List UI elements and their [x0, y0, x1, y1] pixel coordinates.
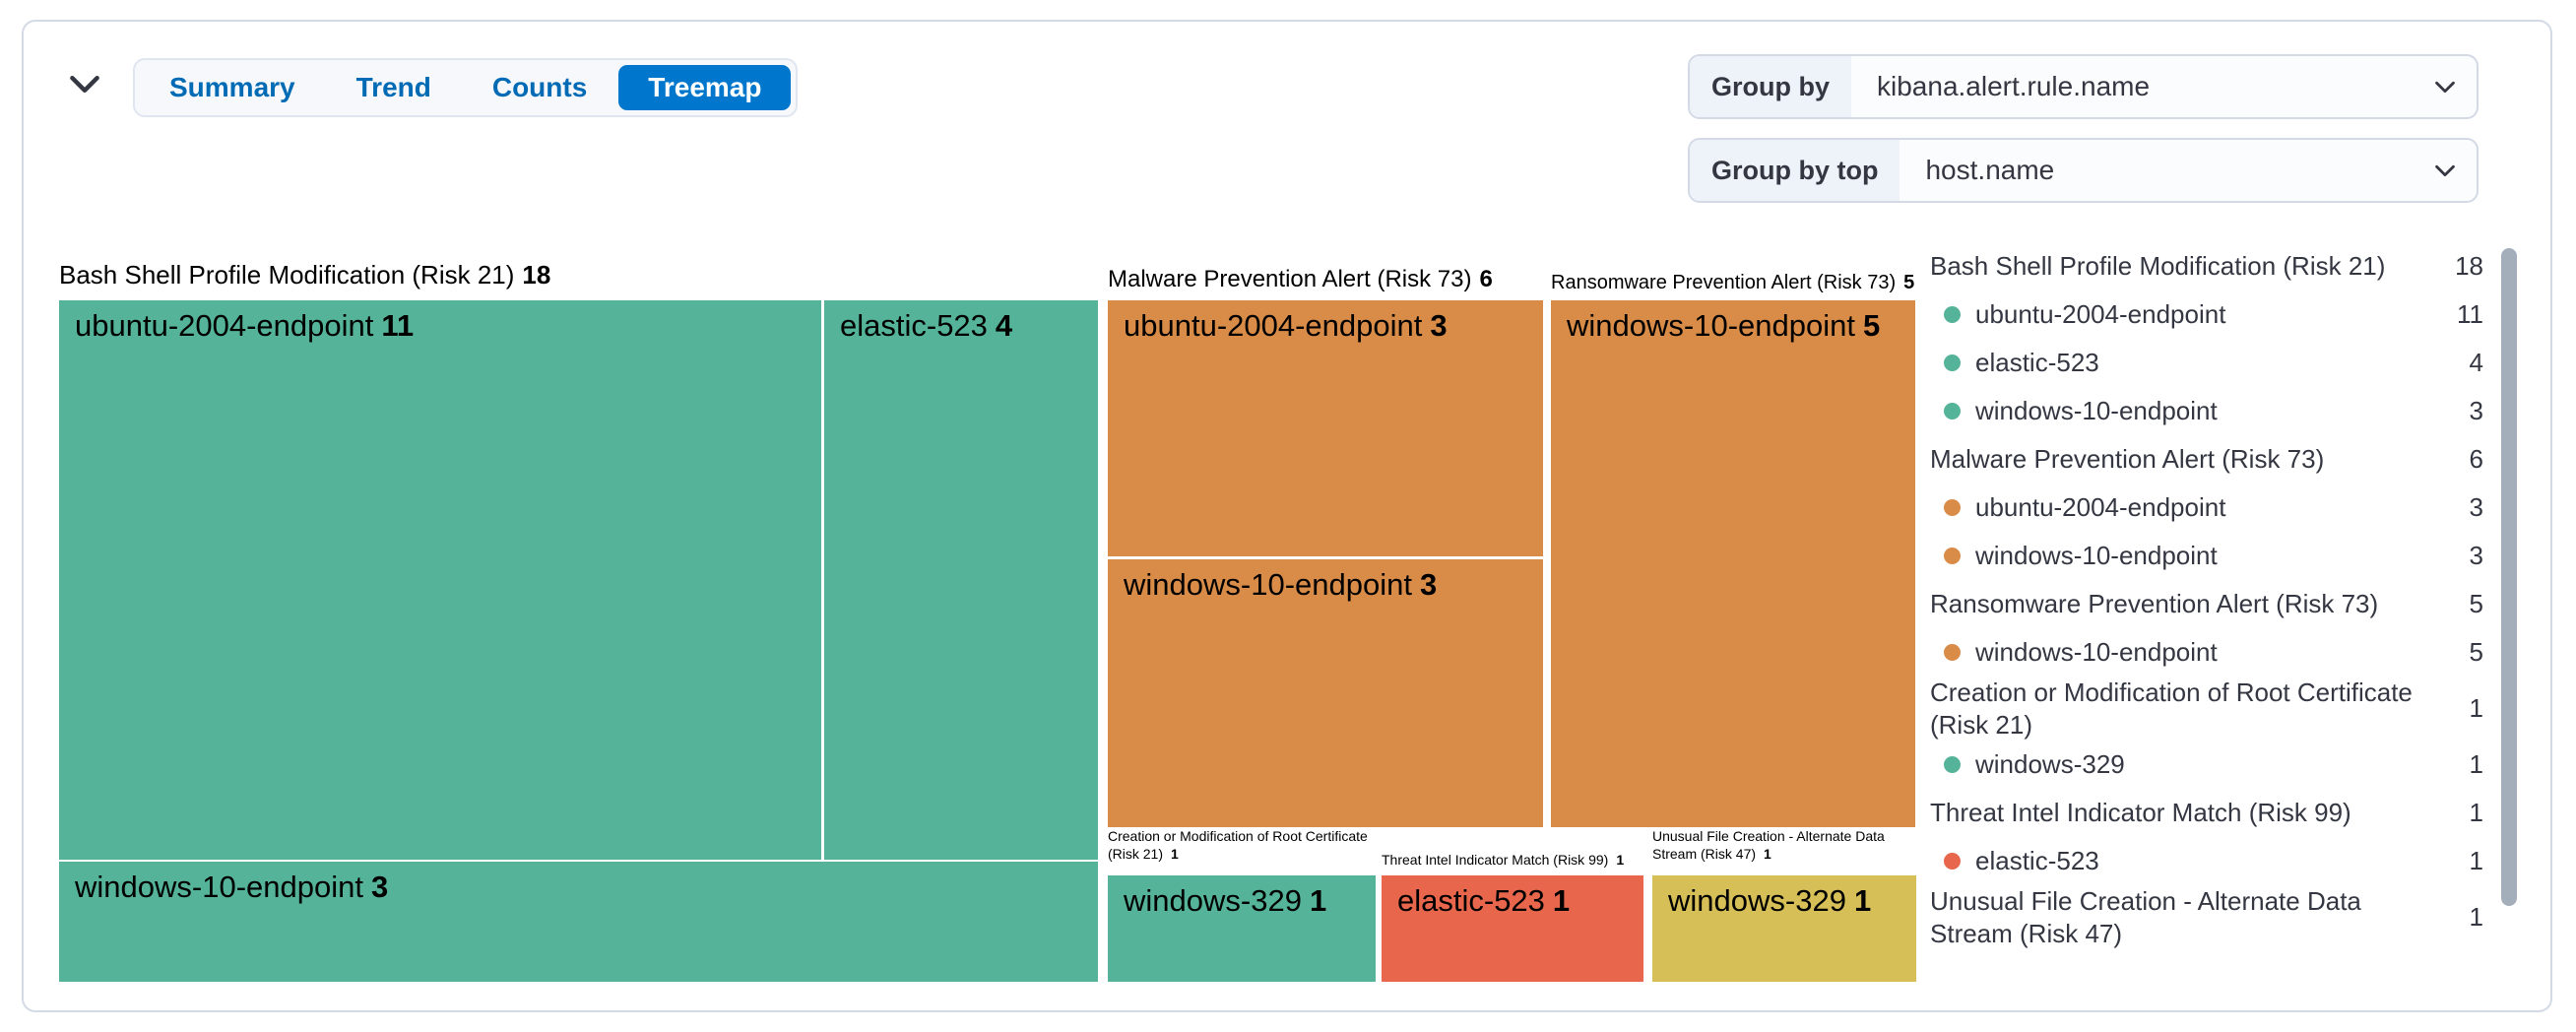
legend-label[interactable]: Malware Prevention Alert (Risk 73): [1930, 444, 2325, 475]
treemap-tile[interactable]: ubuntu-2004-endpoint 11: [59, 300, 821, 860]
treemap-tile[interactable]: windows-10-endpoint 3: [59, 862, 1098, 982]
legend-dot-icon: [1930, 306, 1975, 323]
legend-group-row: Malware Prevention Alert (Risk 73) 6: [1930, 435, 2483, 484]
legend-dot-icon: [1930, 499, 1975, 516]
legend-label[interactable]: windows-10-endpoint: [1975, 637, 2218, 668]
treemap-group-header: Bash Shell Profile Modification (Risk 21…: [59, 260, 551, 290]
treemap-group-header: Creation or Modification of Root Certifi…: [1108, 828, 1368, 863]
legend-label[interactable]: Threat Intel Indicator Match (Risk 99): [1930, 798, 2351, 828]
legend-label[interactable]: Ransomware Prevention Alert (Risk 73): [1930, 589, 2379, 619]
legend-count: 3: [2469, 492, 2483, 522]
legend-dot-icon: [1930, 548, 1975, 564]
legend-count: 1: [2469, 749, 2483, 779]
treemap-group-header: Ransomware Prevention Alert (Risk 73) 5: [1551, 272, 1915, 293]
legend-count: 5: [2469, 637, 2483, 667]
legend-dot-icon: [1930, 403, 1975, 419]
legend-label[interactable]: ubuntu-2004-endpoint: [1975, 299, 2226, 330]
legend-label[interactable]: Bash Shell Profile Modification (Risk 21…: [1930, 251, 2386, 282]
treemap-tile[interactable]: windows-10-endpoint 3: [1108, 559, 1543, 827]
treemap-tile[interactable]: windows-329 1: [1652, 875, 1916, 982]
legend-count: 18: [2455, 251, 2483, 281]
legend-item-row: elastic-523 1: [1930, 837, 2483, 885]
legend-label[interactable]: windows-329: [1975, 749, 2125, 780]
treemap-group-header: Malware Prevention Alert (Risk 73) 6: [1108, 266, 1493, 292]
legend-count: 11: [2457, 299, 2483, 329]
tab-trend[interactable]: Trend: [327, 65, 461, 110]
collapse-panel-button[interactable]: [61, 61, 108, 108]
tab-counts[interactable]: Counts: [463, 65, 616, 110]
legend-label[interactable]: Creation or Modification of Root Certifi…: [1930, 677, 2413, 740]
legend-count: 5: [2469, 589, 2483, 618]
legend-group-row: Threat Intel Indicator Match (Risk 99) 1: [1930, 789, 2483, 837]
treemap-tile[interactable]: ubuntu-2004-endpoint 3: [1108, 300, 1543, 556]
treemap-group-header: Threat Intel Indicator Match (Risk 99) 1: [1382, 852, 1625, 868]
treemap-group-header: Unusual File Creation - Alternate Data S…: [1652, 828, 1885, 863]
legend-label[interactable]: Unusual File Creation - Alternate Data S…: [1930, 886, 2361, 948]
legend-count: 4: [2469, 348, 2483, 377]
legend-item-row: windows-10-endpoint 5: [1930, 628, 2483, 677]
treemap-tile[interactable]: elastic-523 1: [1382, 875, 1643, 982]
group-by-top-value: host.name: [1925, 155, 2055, 185]
tab-summary[interactable]: Summary: [140, 65, 325, 110]
alerts-panel: Summary Trend Counts Treemap Group by ki…: [22, 20, 2552, 1012]
legend-item-row: ubuntu-2004-endpoint 11: [1930, 290, 2483, 339]
legend-item-row: windows-329 1: [1930, 741, 2483, 789]
legend-label[interactable]: ubuntu-2004-endpoint: [1975, 492, 2226, 523]
group-by-label: Group by: [1690, 56, 1851, 117]
legend-count: 1: [2469, 693, 2483, 723]
legend-dot-icon: [1930, 644, 1975, 661]
legend-count: 6: [2469, 444, 2483, 474]
treemap-tile[interactable]: elastic-523 4: [824, 300, 1098, 860]
legend-label[interactable]: windows-10-endpoint: [1975, 396, 2218, 426]
group-by-value: kibana.alert.rule.name: [1877, 71, 2151, 101]
legend-label[interactable]: elastic-523: [1975, 846, 2099, 876]
legend-count: 1: [2469, 798, 2483, 827]
legend-item-row: windows-10-endpoint 3: [1930, 387, 2483, 435]
legend-count: 3: [2469, 396, 2483, 425]
legend-group-row: Ransomware Prevention Alert (Risk 73) 5: [1930, 580, 2483, 628]
group-by-top-select[interactable]: Group by top host.name: [1688, 138, 2479, 203]
legend-scrollbar-thumb[interactable]: [2501, 248, 2517, 906]
legend-item-row: windows-10-endpoint 3: [1930, 532, 2483, 580]
legend-label[interactable]: elastic-523: [1975, 348, 2099, 378]
treemap-chart: Bash Shell Profile Modification (Risk 21…: [59, 258, 1922, 989]
legend-dot-icon: [1930, 355, 1975, 371]
treemap-legend: Bash Shell Profile Modification (Risk 21…: [1930, 242, 2483, 949]
chevron-down-icon: [64, 63, 105, 107]
treemap-tile[interactable]: windows-10-endpoint 5: [1551, 300, 1915, 827]
legend-group-row: Unusual File Creation - Alternate Data S…: [1930, 885, 2483, 949]
legend-count: 3: [2469, 541, 2483, 570]
legend-item-row: elastic-523 4: [1930, 339, 2483, 387]
legend-count: 1: [2469, 846, 2483, 875]
legend-group-row: Bash Shell Profile Modification (Risk 21…: [1930, 242, 2483, 290]
group-by-top-label: Group by top: [1690, 140, 1900, 201]
chevron-down-icon: [2414, 140, 2477, 201]
legend-item-row: ubuntu-2004-endpoint 3: [1930, 484, 2483, 532]
group-by-select[interactable]: Group by kibana.alert.rule.name: [1688, 54, 2479, 119]
chevron-down-icon: [2414, 56, 2477, 117]
treemap-tile[interactable]: windows-329 1: [1108, 875, 1376, 982]
view-button-group: Summary Trend Counts Treemap: [133, 58, 799, 117]
legend-label[interactable]: windows-10-endpoint: [1975, 541, 2218, 571]
legend-group-row: Creation or Modification of Root Certifi…: [1930, 677, 2483, 741]
legend-dot-icon: [1930, 756, 1975, 773]
tab-treemap[interactable]: Treemap: [618, 65, 792, 110]
legend-dot-icon: [1930, 853, 1975, 870]
legend-count: 1: [2469, 902, 2483, 932]
